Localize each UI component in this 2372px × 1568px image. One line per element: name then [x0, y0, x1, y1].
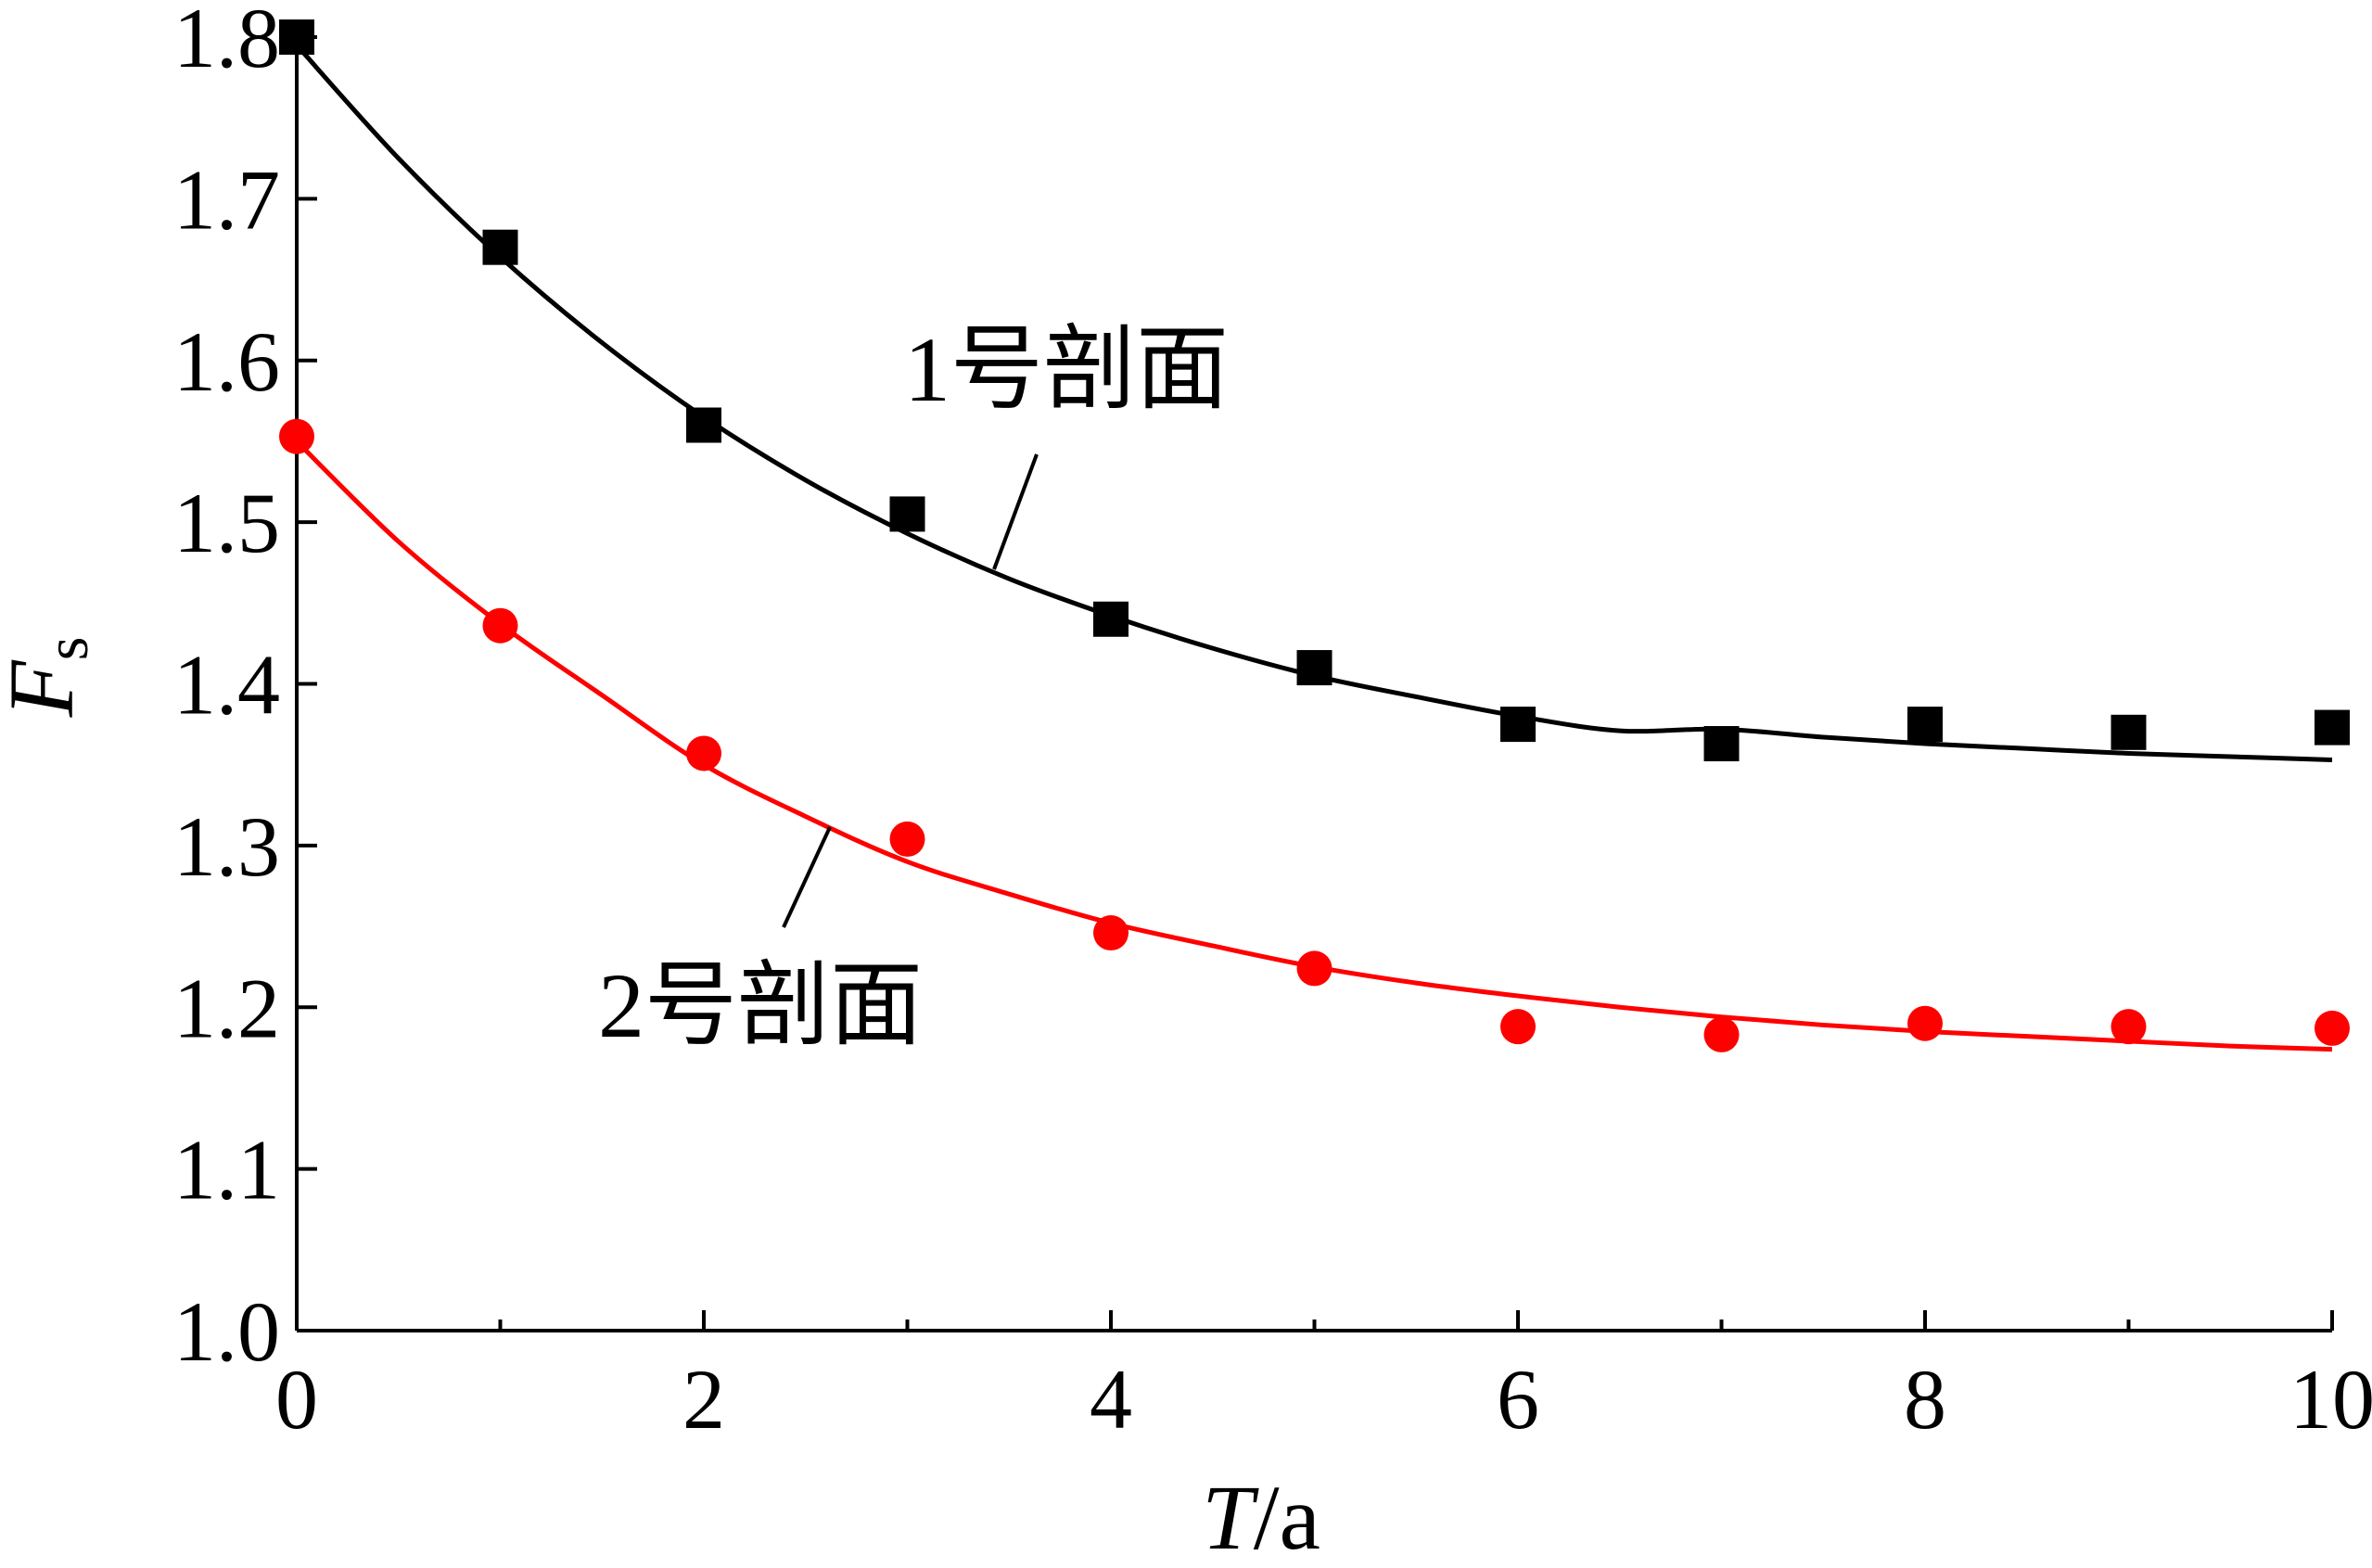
y-axis-title: Fs — [0, 637, 101, 719]
series-1-point — [1093, 601, 1129, 637]
x-tick-label: 2 — [682, 1352, 725, 1447]
y-axis-title-sub: s — [33, 637, 101, 661]
series-2-label: 2号剖面 — [598, 954, 923, 1057]
series-1-point — [1907, 707, 1943, 743]
y-tick-label: 1.0 — [173, 1284, 280, 1379]
x-tick-label: 0 — [275, 1352, 318, 1447]
y-tick-label: 1.4 — [173, 638, 280, 733]
series-2-point — [1296, 950, 1333, 987]
series-1-point — [686, 407, 721, 443]
y-tick-label: 1.3 — [173, 799, 280, 894]
series-2-point — [1907, 1005, 1943, 1041]
fit-curves — [295, 44, 2333, 1052]
series-1-point — [1296, 650, 1333, 686]
series-1-label: 1号剖面 — [904, 318, 1229, 421]
series-2-point — [2315, 1010, 2350, 1046]
y-tick-label: 1.1 — [173, 1123, 280, 1217]
series-2-point — [889, 821, 925, 857]
series-2-point — [279, 418, 314, 454]
x-axis-title-unit: /a — [1254, 1466, 1320, 1568]
x-tick-label: 8 — [1904, 1352, 1946, 1447]
series-2-leader-line — [782, 826, 832, 928]
series-2-point — [1500, 1009, 1536, 1045]
series-2-point — [1703, 1016, 1740, 1052]
series-1-point — [1703, 726, 1740, 762]
y-tick-label: 1.7 — [173, 152, 280, 247]
ticks: 1.0 1.1 1.2 1.3 1.4 1.5 1.6 1.7 1.8 0 2 4 6 8 10 — [173, 0, 2372, 1447]
series-2-fit-curve — [295, 440, 2333, 1052]
y-tick-label: 1.2 — [173, 961, 280, 1055]
x-axis-title-main: T — [1202, 1466, 1259, 1568]
series-2-point — [2111, 1009, 2147, 1045]
x-tick-label: 10 — [2289, 1352, 2372, 1447]
series-2-point — [482, 607, 518, 644]
series-1-point — [2111, 714, 2147, 750]
series-1-point — [1500, 707, 1536, 743]
x-tick-label: 4 — [1090, 1352, 1132, 1447]
series-1-point — [279, 19, 314, 55]
data-markers — [279, 19, 2350, 1052]
series-1-point — [2315, 709, 2350, 746]
series-1-point — [482, 229, 518, 265]
y-tick-label: 1.8 — [173, 0, 280, 85]
x-axis-title: T/a — [1202, 1466, 1320, 1568]
axis-titles: T/a Fs — [0, 637, 1320, 1568]
y-tick-label: 1.6 — [173, 314, 280, 409]
series-2-point — [686, 735, 721, 771]
series-1-leader-line — [992, 453, 1039, 570]
series-1-point — [889, 496, 925, 532]
series-annotations: 1号剖面 2号剖面 — [598, 318, 1229, 1057]
series-2-point — [1093, 915, 1129, 951]
y-axis-title-main: F — [0, 659, 93, 718]
x-tick-label: 6 — [1497, 1352, 1539, 1447]
y-tick-label: 1.5 — [173, 476, 280, 570]
series-1-fit-curve — [295, 44, 2333, 762]
